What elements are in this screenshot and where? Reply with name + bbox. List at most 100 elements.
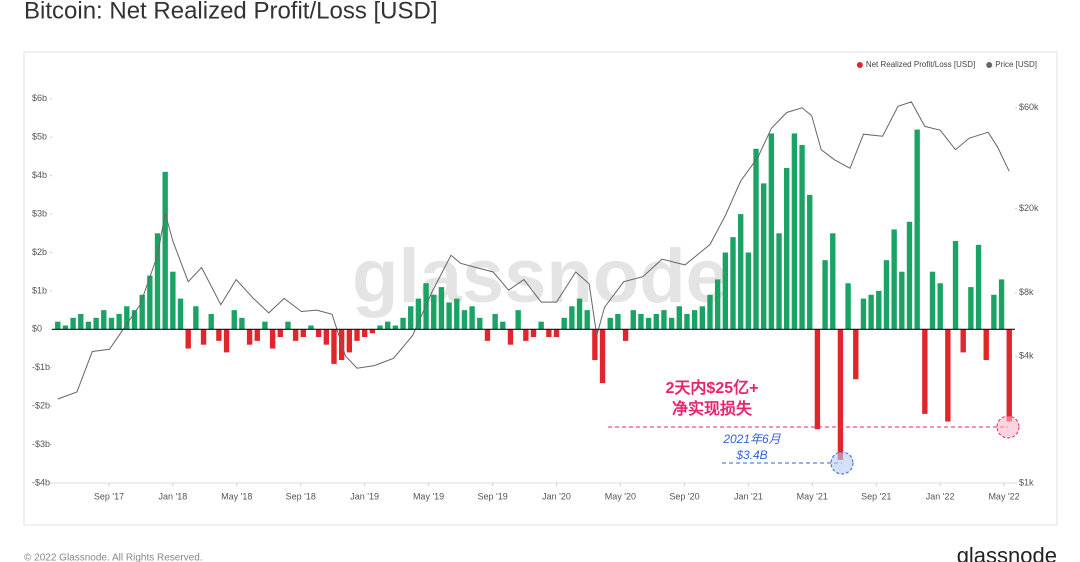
bar — [269, 329, 276, 349]
bar — [891, 229, 897, 330]
bar — [131, 310, 138, 330]
bar — [860, 298, 867, 330]
y-tick-label: $5b — [32, 132, 47, 142]
bar — [362, 329, 368, 338]
bar — [354, 329, 360, 341]
y2-tick-label: $60k — [1019, 102, 1039, 112]
y-tick-label: $4b — [32, 170, 47, 180]
bar — [945, 329, 951, 422]
bar — [346, 329, 353, 353]
footer: © 2022 Glassnode. All Rights Reserved. — [24, 553, 203, 562]
y2-tick-label: $20k — [1019, 203, 1039, 213]
bar — [868, 294, 874, 330]
bar — [991, 294, 997, 330]
bar — [492, 313, 498, 330]
annotation: 2天内$25亿+ 净实现损失 2021年6月 $3.4B — [608, 378, 1020, 475]
bar — [952, 240, 959, 330]
y-tick-label: -$1b — [32, 362, 50, 372]
bar — [546, 329, 552, 338]
bar — [922, 329, 928, 414]
x-tick-label: Jan '19 — [350, 491, 379, 501]
bar — [454, 298, 460, 330]
x-tick-label: Jan '18 — [158, 491, 187, 501]
legend-label: Net Realized Profit/Loss [USD] — [866, 60, 975, 69]
bar — [561, 317, 567, 330]
bar — [446, 302, 452, 330]
bar — [538, 321, 544, 330]
bar — [807, 194, 813, 330]
bar — [392, 325, 399, 330]
bar — [661, 310, 667, 330]
bar — [101, 310, 107, 330]
bar — [799, 144, 805, 330]
annotation-text: 2天内$25亿+ — [666, 378, 759, 397]
y-tick-label: $2b — [32, 247, 47, 257]
bar — [730, 237, 736, 330]
x-tick-label: Sep '20 — [669, 491, 699, 501]
bar — [707, 294, 713, 330]
bar — [784, 167, 790, 330]
bar — [745, 252, 752, 330]
x-tick-label: Jan '22 — [926, 491, 955, 501]
bar — [599, 329, 606, 384]
bar — [415, 298, 422, 330]
legend-label: Price [USD] — [995, 60, 1037, 69]
bar — [369, 329, 376, 334]
bar — [300, 329, 306, 338]
annotation-text: 净实现损失 — [672, 399, 753, 418]
x-tick-label: May '22 — [988, 491, 1019, 501]
bar — [500, 321, 506, 330]
bar — [262, 321, 268, 330]
bar — [78, 313, 84, 330]
bar — [507, 329, 514, 345]
bar — [484, 329, 491, 341]
bar — [699, 306, 705, 330]
bar — [292, 329, 299, 341]
bar — [791, 133, 798, 330]
bar — [937, 283, 943, 330]
bar — [239, 317, 245, 330]
bar — [576, 298, 583, 330]
x-tick-label: May '18 — [221, 491, 252, 501]
bar — [124, 306, 130, 330]
y-tick-label: $1b — [32, 285, 47, 295]
bar — [231, 310, 237, 330]
bar — [62, 325, 69, 330]
bar — [883, 260, 890, 330]
bar — [676, 306, 682, 330]
x-tick-label: Jan '20 — [542, 491, 571, 501]
bar — [553, 329, 560, 338]
bar — [477, 317, 483, 330]
legend-swatch — [986, 62, 993, 68]
y2-tick-label: $1k — [1019, 477, 1034, 487]
bar — [108, 317, 115, 330]
bar — [853, 329, 859, 380]
bar — [331, 329, 337, 364]
bar — [830, 233, 836, 330]
bar — [277, 329, 283, 338]
x-tick-label: Jan '21 — [734, 491, 763, 501]
bar — [530, 329, 537, 338]
x-tick-label: Sep '21 — [861, 491, 891, 501]
bar — [162, 171, 168, 330]
bar — [377, 325, 383, 330]
bar — [622, 329, 629, 341]
bar — [431, 294, 437, 330]
bar — [914, 129, 920, 330]
bar — [308, 325, 314, 330]
bar — [469, 306, 475, 330]
bar — [1006, 329, 1012, 422]
y-tick-label: -$3b — [32, 439, 50, 449]
bar — [438, 287, 445, 330]
bar — [645, 317, 652, 330]
watermark: glassnode — [352, 234, 728, 319]
bar — [193, 306, 199, 330]
bar — [584, 310, 590, 330]
bar — [592, 329, 598, 361]
bar — [254, 329, 260, 341]
annotation-circle — [996, 415, 1020, 439]
bar — [845, 283, 851, 330]
bar — [822, 260, 828, 330]
bar — [177, 298, 184, 330]
